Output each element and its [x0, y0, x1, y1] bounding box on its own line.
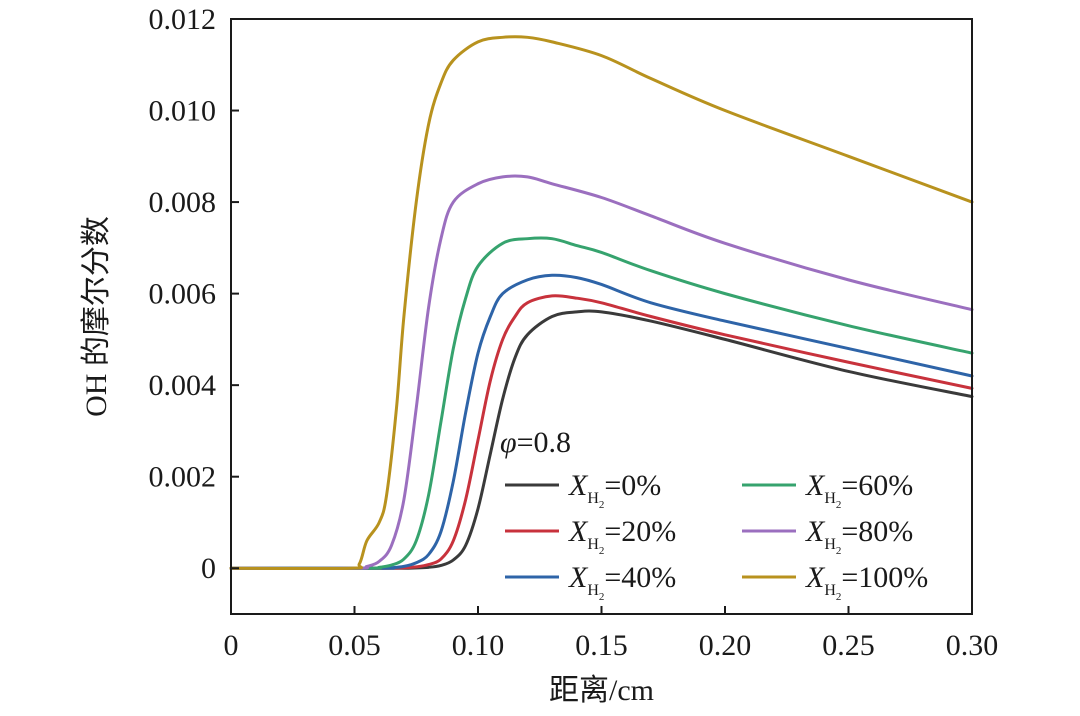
legend-item: XH2=0%	[505, 469, 661, 511]
legend-item: XH2=100%	[742, 561, 928, 603]
y-tick-label: 0.010	[149, 95, 217, 128]
y-axis-title: OH 的摩尔分数	[80, 216, 113, 417]
series-line	[229, 273, 974, 570]
legend-item: XH2=60%	[742, 469, 913, 511]
series-line	[229, 309, 974, 570]
y-tick-label: 0.004	[149, 369, 217, 402]
x-tick-label: 0.05	[328, 629, 381, 662]
series-line	[229, 294, 974, 570]
legend-item: XH2=40%	[505, 561, 676, 603]
legend-label: XH2=0%	[568, 469, 661, 511]
y-tick-label: 0.006	[149, 278, 217, 311]
phi-symbol: φ	[500, 426, 517, 459]
legend-label: XH2=80%	[805, 515, 913, 557]
legend-label: XH2=20%	[568, 515, 676, 557]
series-line	[229, 236, 974, 570]
x-axis: 0 0.05 0.10 0.15 0.20 0.25 0.30	[224, 606, 999, 662]
x-tick-label: 0.25	[822, 629, 875, 662]
x-tick-label: 0.20	[699, 629, 752, 662]
x-tick-label: 0.30	[946, 629, 999, 662]
y-tick-label: 0.002	[149, 461, 217, 494]
series-line	[229, 174, 974, 570]
legend-label: XH2=60%	[805, 469, 913, 511]
legend-item: XH2=80%	[742, 515, 913, 557]
series-line	[229, 35, 974, 571]
legend-label: XH2=100%	[805, 561, 928, 603]
legend: XH2=0%XH2=20%XH2=40% XH2=60%XH2=80%XH2=10…	[505, 469, 928, 603]
plot-lines	[229, 35, 974, 571]
x-tick-label: 0	[224, 629, 239, 662]
phi-annotation: φ=0.8	[500, 426, 571, 459]
y-tick-label: 0	[201, 552, 216, 585]
x-axis-title: 距离/cm	[549, 674, 654, 707]
legend-label: XH2=40%	[568, 561, 676, 603]
phi-value: =0.8	[517, 426, 571, 459]
y-tick-label: 0.012	[149, 3, 217, 36]
y-tick-label: 0.008	[149, 186, 217, 219]
y-axis: 0 0.002 0.004 0.006 0.008 0.010 0.012	[149, 3, 239, 585]
x-tick-label: 0.10	[452, 629, 505, 662]
legend-item: XH2=20%	[505, 515, 676, 557]
x-tick-label: 0.15	[575, 629, 628, 662]
